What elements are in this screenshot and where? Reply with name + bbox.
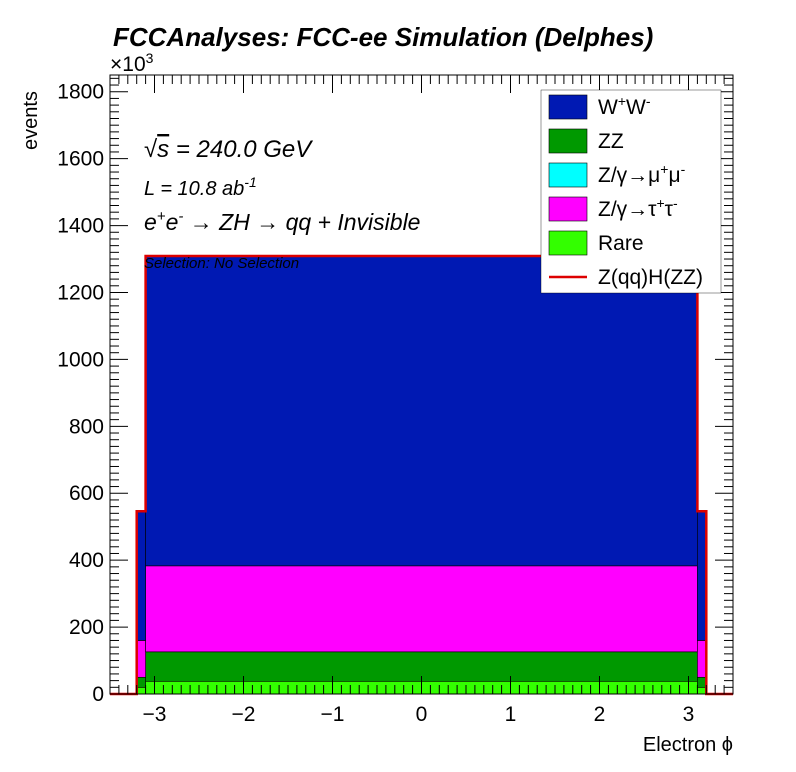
- bar-4-3: [697, 511, 707, 641]
- energy-label: √s = 240.0 GeV: [144, 136, 313, 163]
- legend-label: Z(qq)H(ZZ): [598, 266, 703, 289]
- y-tick-label: 1200: [57, 281, 104, 304]
- legend-swatch: [548, 196, 588, 222]
- legend-box: [540, 89, 722, 294]
- bar-0-3: [697, 687, 707, 695]
- x-tick-label: −3: [143, 703, 167, 726]
- bar-2-3: [697, 640, 707, 678]
- x-tick-label: −2: [232, 703, 256, 726]
- legend: W+W- ZZ Z/γ→μ+μ- Z/γ→τ+τ- Rare Z(qq)H(ZZ): [540, 89, 722, 294]
- legend-label: ZZ: [598, 130, 624, 153]
- y-tick-label: 1800: [57, 81, 104, 104]
- y-multiplier: ×103: [110, 50, 154, 76]
- legend-label: Z/γ→τ+τ-: [598, 195, 678, 221]
- y-tick-label: 200: [69, 616, 104, 639]
- y-tick-label: 800: [69, 415, 104, 438]
- x-tick-label: 3: [683, 703, 695, 726]
- x-axis-label: Electron ϕ: [643, 734, 733, 756]
- y-tick-label: 1000: [57, 348, 104, 371]
- y-axis-label: events: [20, 91, 42, 150]
- x-tick-label: 2: [594, 703, 606, 726]
- legend-swatch: [548, 230, 588, 256]
- y-tick-label: 1600: [57, 148, 104, 171]
- selection-label: Selection: No Selection: [144, 255, 299, 272]
- x-tick-label: 1: [505, 703, 517, 726]
- bar-0-1: [136, 687, 146, 695]
- legend-label: Rare: [598, 232, 644, 255]
- bar-4-2: [145, 256, 698, 567]
- y-tick-label: 400: [69, 549, 104, 572]
- x-tick-label: 0: [416, 703, 428, 726]
- bar-1-1: [136, 676, 146, 688]
- legend-swatch: [548, 94, 588, 120]
- legend-label: W+W-: [598, 93, 651, 119]
- y-tick-label: 1400: [57, 215, 104, 238]
- chart-title: FCCAnalyses: FCC-ee Simulation (Delphes): [113, 22, 653, 52]
- y-tick-label: 0: [92, 683, 104, 706]
- process-label: e+e- → ZH → qq + Invisible: [144, 208, 420, 235]
- bar-2-1: [136, 640, 146, 678]
- legend-swatch: [548, 128, 588, 154]
- signal-line-group: [110, 254, 733, 696]
- annotations: √s = 240.0 GeV L = 10.8 ab-1 e+e- → ZH →…: [144, 136, 420, 272]
- legend-label: Z/γ→μ+μ-: [598, 161, 686, 187]
- bar-2-2: [145, 565, 698, 653]
- y-tick-label: 600: [69, 482, 104, 505]
- x-tick-label: −1: [321, 703, 345, 726]
- axes: 0 200 400 600 800 1000 1200 1400 1600 1800 −3 −2 −1 0…: [57, 74, 734, 726]
- legend-swatch: [548, 162, 588, 188]
- bar-1-3: [697, 676, 707, 688]
- luminosity-label: L = 10.8 ab-1: [144, 174, 257, 200]
- stacked-histogram: [136, 256, 707, 695]
- bar-4-1: [136, 511, 146, 641]
- signal-line: [110, 254, 733, 696]
